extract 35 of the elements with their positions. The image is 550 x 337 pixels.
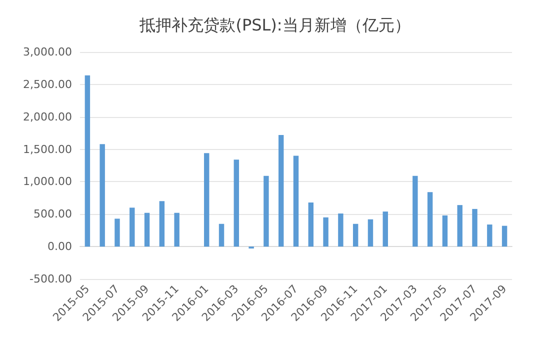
bar xyxy=(323,217,328,247)
bar xyxy=(487,224,492,247)
bar xyxy=(338,213,344,247)
y-tick-label: 1,500.00 xyxy=(23,142,72,156)
bar xyxy=(144,212,150,247)
bar xyxy=(308,202,314,247)
y-tick-label: -500.00 xyxy=(30,272,72,286)
bar xyxy=(114,218,120,247)
y-tick-label: 500.00 xyxy=(34,208,72,221)
bar xyxy=(218,224,224,247)
y-tick-label: 3,000.00 xyxy=(23,46,72,58)
bar xyxy=(382,212,388,247)
y-tick-label: 2,000.00 xyxy=(23,110,72,124)
bar xyxy=(457,205,462,247)
bar xyxy=(278,135,284,247)
bar xyxy=(159,201,165,247)
bar xyxy=(264,176,269,247)
bar xyxy=(204,153,210,247)
bar xyxy=(234,160,240,247)
y-tick-label: 2,500.00 xyxy=(23,78,72,91)
bar xyxy=(502,226,508,247)
bar xyxy=(174,212,180,247)
bar xyxy=(130,208,135,247)
bar xyxy=(293,156,299,247)
y-tick-label: 0.00 xyxy=(48,240,72,254)
bar xyxy=(472,208,478,247)
y-tick-label: 1,000.00 xyxy=(23,175,72,188)
bar xyxy=(442,215,448,247)
bar xyxy=(368,219,374,247)
bar xyxy=(412,176,418,247)
chart-title: 抵押补充贷款(PSL):当月新增（亿元） xyxy=(138,16,410,34)
bar xyxy=(100,144,105,247)
bar xyxy=(84,75,90,247)
bar xyxy=(427,192,433,247)
bar xyxy=(352,224,358,247)
